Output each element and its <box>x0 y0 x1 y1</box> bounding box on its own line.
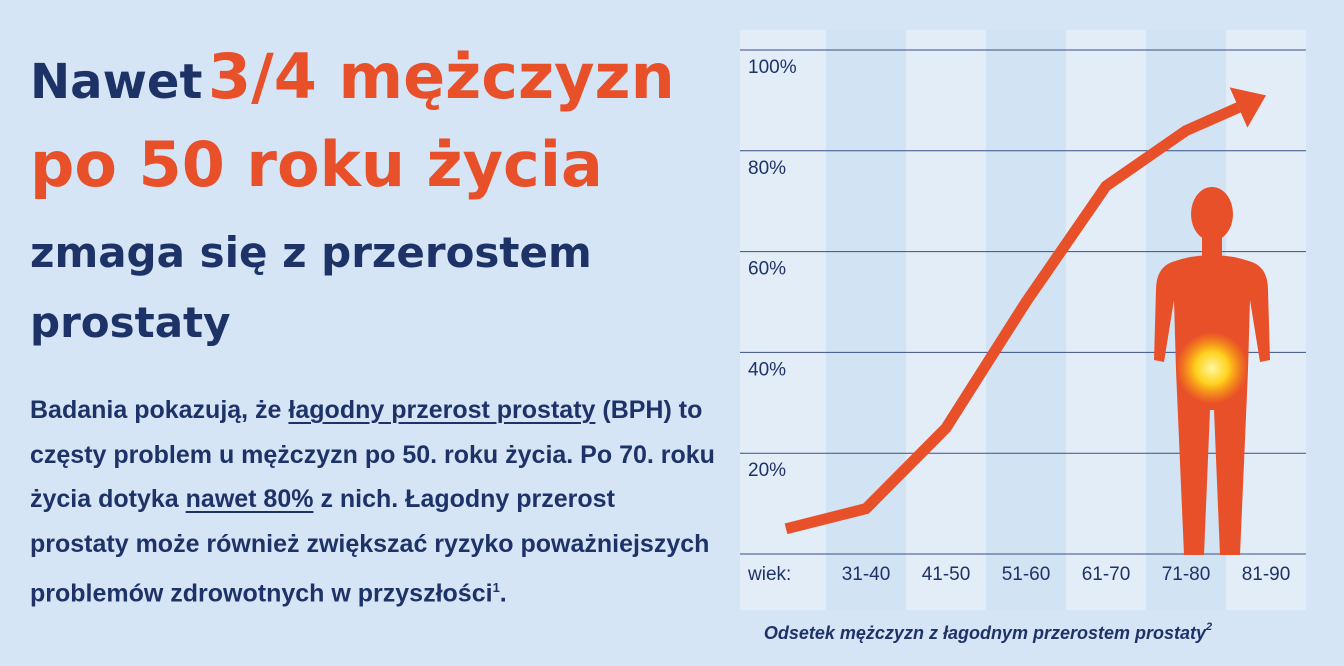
y-tick-label: 20% <box>748 460 786 481</box>
y-tick-label: 40% <box>748 359 786 380</box>
x-axis-label: wiek: <box>747 564 791 585</box>
caption-text: Odsetek mężczyzn z łagodnym przerostem p… <box>764 623 1207 643</box>
line <box>784 102 1241 535</box>
caption-ref: 2 <box>1205 621 1212 633</box>
footnote: 1 <box>492 580 500 595</box>
y-tick-label: 80% <box>748 158 786 179</box>
headline-line: Nawet 3/4 mężczyzn <box>30 40 675 113</box>
body-text: Badania pokazują, że łagodny przerost pr… <box>30 388 720 616</box>
x-tick-label: 61-70 <box>1082 564 1131 585</box>
chart-caption: Odsetek mężczyzn z łagodnym przerostem p… <box>764 621 1212 643</box>
body-part: z nich. Łagodny przerost prostaty może r… <box>30 485 710 608</box>
x-tick-label: 71-80 <box>1162 564 1211 585</box>
headline-rest: zmaga się z przerostem prostaty <box>30 228 592 347</box>
chart: 20% 40% 60% 80% 100% wiek: 31-40 41-50 51-60 61-7… <box>740 30 1306 643</box>
x-tick-label: 41-50 <box>922 564 971 585</box>
grid: 20% 40% 60% 80% 100% wiek: 31-40 41-50 51-60 61-7… <box>740 49 1306 585</box>
body-link[interactable]: nawet 80% <box>185 485 314 513</box>
band <box>986 30 1066 610</box>
x-tick-label: 81-90 <box>1242 564 1291 585</box>
x-tick-label: 31-40 <box>842 564 891 585</box>
human-figure <box>1154 187 1270 555</box>
headline-lead: Nawet <box>30 54 203 110</box>
body-part: . <box>499 579 507 608</box>
band <box>826 30 906 610</box>
series <box>784 87 1266 535</box>
headline-highlight: po 50 roku życia <box>30 128 603 201</box>
y-tick-label: 60% <box>748 259 786 280</box>
body-link[interactable]: łagodny przerost prostaty <box>288 396 596 424</box>
arrow-head <box>1229 87 1266 128</box>
x-tick-label: 51-60 <box>1002 564 1051 585</box>
body-part: (BPH) to częsty problem u mężczyzn po 50… <box>30 396 715 513</box>
headline-highlight: 3/4 mężczyzn <box>207 40 675 113</box>
body-part: Badania pokazują, że <box>30 396 282 424</box>
y-tick-label: 100% <box>748 57 797 78</box>
